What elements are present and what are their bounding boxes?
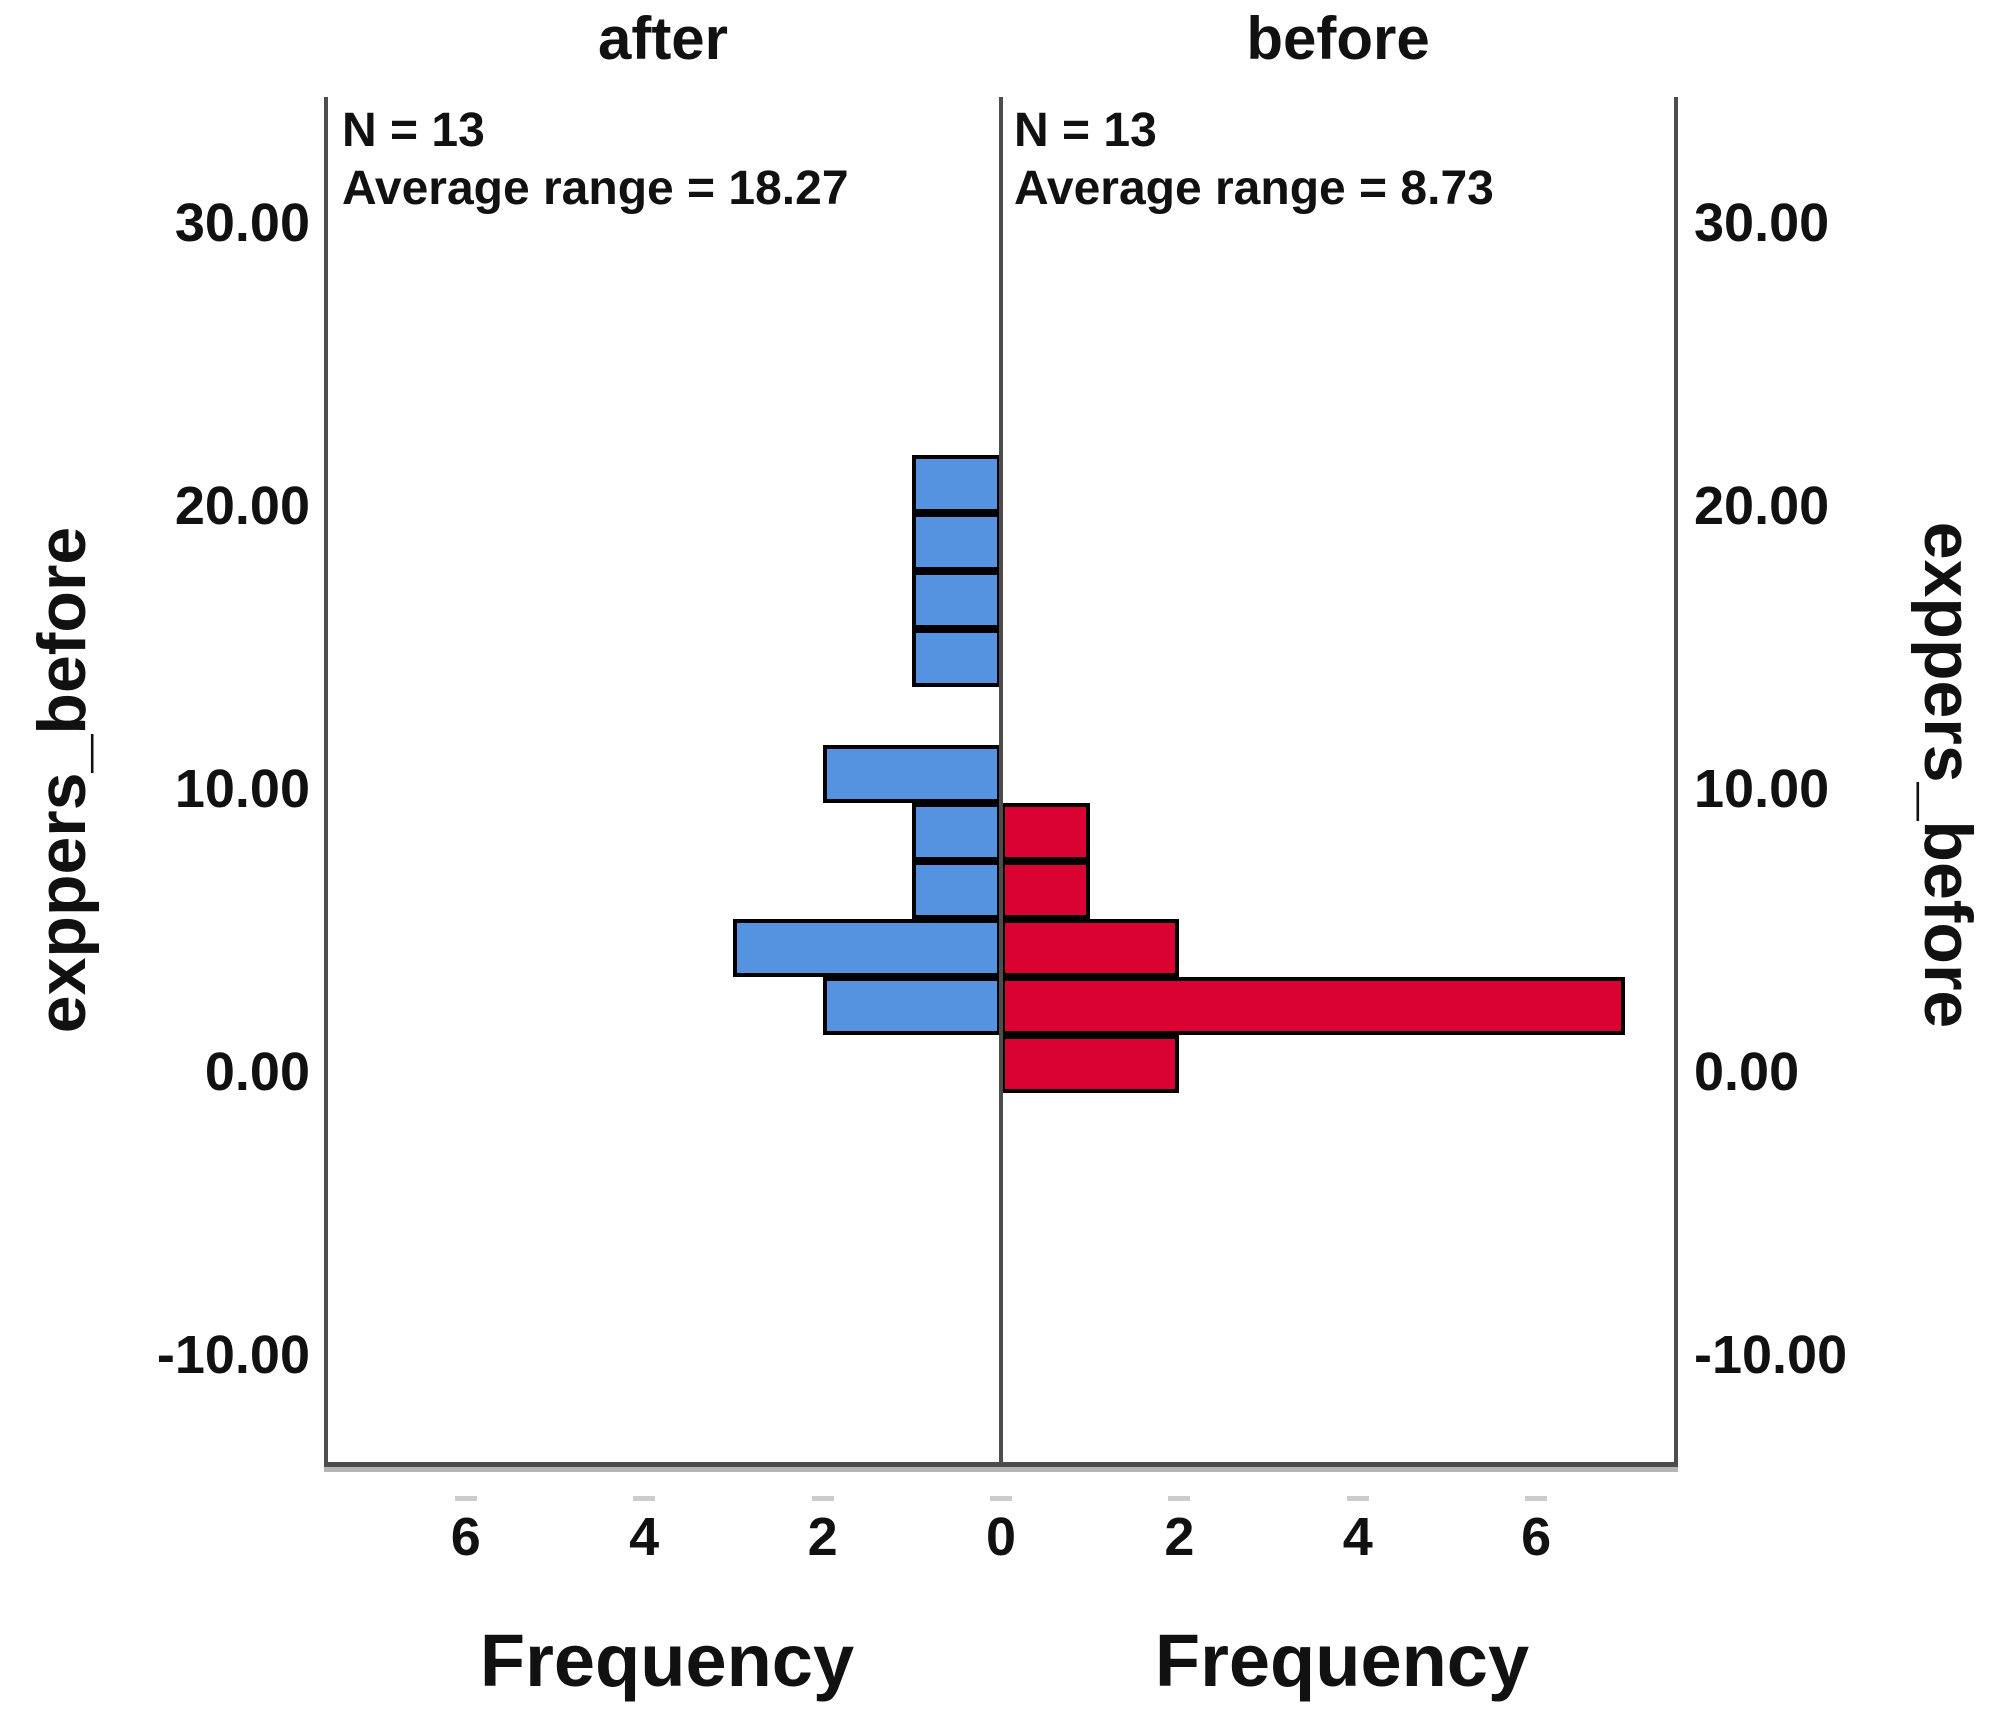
y-tick-label-left: 20.00 [174, 476, 310, 536]
stats-annotation-after: N = 13 Average range = 18.27 [342, 102, 849, 218]
histogram-bar-before [1001, 861, 1091, 920]
y-tick-label-left: 10.00 [174, 759, 310, 819]
y-tick-label-right: 0.00 [1694, 1042, 1800, 1102]
panel-title-after: after [597, 5, 729, 72]
histogram-bar-after [822, 745, 1001, 804]
average-range-label: Average range = 8.73 [1014, 162, 1494, 215]
x-axis-title-frequency-left: Frequency [479, 1619, 855, 1702]
plot-frame-bottom [324, 1462, 1678, 1467]
y-axis-title-left: exppers_before [24, 526, 100, 1034]
histogram-bar-after [911, 861, 1001, 920]
histogram-bar-after [911, 803, 1001, 862]
x-tick-mark [633, 1496, 656, 1501]
histogram-bar-before [1001, 919, 1180, 978]
histogram-bar-after [911, 455, 1001, 514]
x-tick-label: 0 [985, 1507, 1017, 1567]
y-tick-label-left: 30.00 [174, 193, 310, 253]
y-tick-label-left: 0.00 [204, 1042, 310, 1102]
panel-title-before: before [1246, 5, 1430, 72]
x-tick-label: 2 [807, 1507, 838, 1567]
center-axis-line [999, 97, 1003, 1464]
x-tick-mark [811, 1496, 834, 1501]
x-tick-label: 2 [1164, 1507, 1195, 1567]
x-axis-title-frequency-right: Frequency [1154, 1619, 1530, 1702]
histogram-bar-before [1001, 977, 1626, 1036]
y-tick-label-right: 10.00 [1694, 759, 1830, 819]
average-range-label: Average range = 18.27 [342, 162, 849, 215]
n-count-label: N = 13 [342, 104, 485, 157]
y-tick-label-right: -10.00 [1694, 1325, 1848, 1385]
x-tick-label: 4 [629, 1507, 660, 1567]
histogram-bar-after [911, 629, 1001, 688]
x-tick-mark [990, 1496, 1012, 1501]
x-tick-mark [1346, 1496, 1369, 1501]
histogram-bar-after [733, 919, 1001, 978]
x-tick-mark [454, 1496, 477, 1501]
x-tick-label: 4 [1342, 1507, 1373, 1567]
histogram-bar-after [911, 571, 1001, 630]
plot-frame-right [1674, 97, 1678, 1464]
plot-frame-left [324, 97, 328, 1464]
plot-frame-bottom-shadow [324, 1467, 1678, 1472]
histogram-bar-after [911, 513, 1001, 572]
stats-annotation-before: N = 13 Average range = 8.73 [1014, 102, 1494, 218]
y-tick-label-right: 30.00 [1694, 193, 1830, 253]
y-tick-label-right: 20.00 [1694, 476, 1830, 536]
histogram-bar-after [822, 977, 1001, 1036]
y-tick-label-left: -10.00 [156, 1325, 310, 1385]
x-tick-mark [1525, 1496, 1548, 1501]
n-count-label: N = 13 [1014, 104, 1157, 157]
histogram-bar-before [1001, 1035, 1180, 1094]
histogram-bar-before [1001, 803, 1091, 862]
x-tick-label: 6 [450, 1507, 481, 1567]
x-tick-label: 6 [1521, 1507, 1552, 1567]
x-tick-mark [1168, 1496, 1191, 1501]
y-axis-title-right: exppers_before [1910, 521, 1986, 1029]
